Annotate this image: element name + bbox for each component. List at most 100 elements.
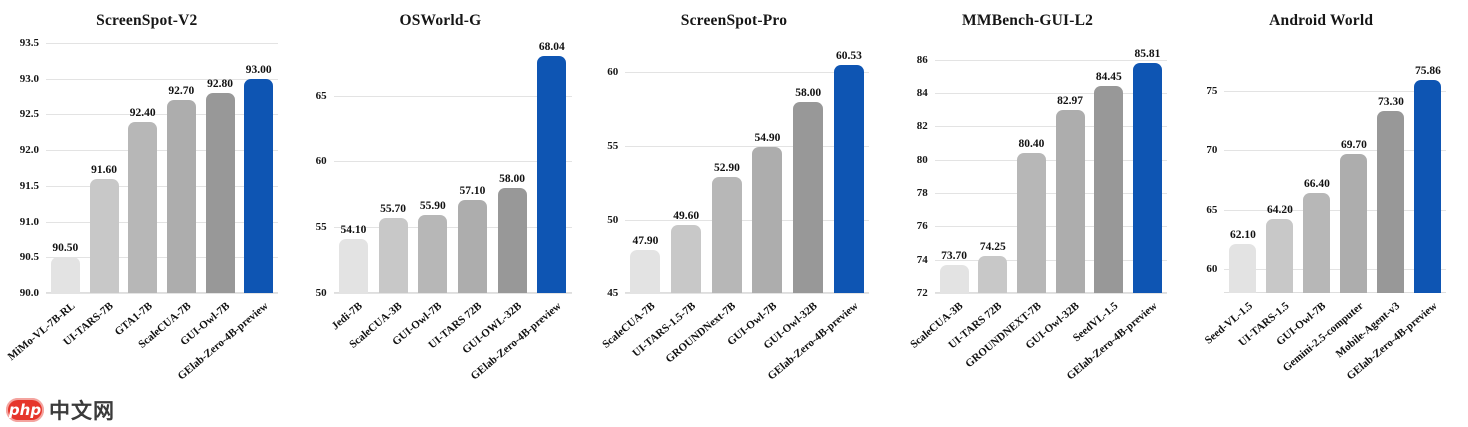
gridline bbox=[46, 221, 278, 223]
chart-title: ScreenSpot-V2 bbox=[96, 12, 198, 29]
bar-value-label: 91.60 bbox=[91, 163, 117, 176]
y-tick-label: 55 bbox=[315, 221, 327, 234]
bar-value-label: 47.90 bbox=[632, 235, 659, 248]
bar bbox=[833, 64, 864, 293]
y-tick-label: 92.0 bbox=[19, 144, 39, 157]
chart-screenspot-pro: ScreenSpot-Pro 45 50 55 60 47.90 ScaleCUA-7B 4… bbox=[587, 0, 881, 427]
category-label-text: Jedi-7B bbox=[329, 300, 366, 333]
y-tick-label: 90.0 bbox=[19, 287, 39, 299]
y-tick-label: 55 bbox=[607, 139, 619, 152]
bar-value-label: 73.70 bbox=[941, 249, 968, 262]
bar bbox=[978, 255, 1008, 293]
category-label-text: GROUNDNext-7B bbox=[663, 300, 739, 366]
y-tick-label: 93.0 bbox=[19, 72, 39, 85]
plot-area: 60 65 70 75 62.10 Seed-VL-1.5 64.20 UI-TARS-1.5… bbox=[1202, 43, 1447, 382]
bar bbox=[752, 147, 783, 293]
gridline bbox=[934, 59, 1167, 61]
y-tick-label: 74 bbox=[916, 253, 928, 266]
y-tick-label: 93.5 bbox=[19, 37, 39, 49]
chart-screenspot-v2: ScreenSpot-V2 90.0 90.5 91.0 91.5 92.0 92.5 93… bbox=[0, 0, 294, 427]
y-tick-label: 70 bbox=[1206, 144, 1218, 157]
bar bbox=[630, 250, 661, 293]
bar bbox=[244, 78, 274, 293]
chart-mmbench-gui-l2: MMBench-GUI-L2 72 74 76 78 80 82 84 86 73.70 Scal… bbox=[881, 0, 1175, 427]
bar-value-label: 73.30 bbox=[1377, 95, 1404, 108]
y-tick-label: 86 bbox=[916, 53, 928, 66]
bar bbox=[711, 176, 742, 293]
gridline bbox=[934, 293, 1167, 294]
category-label-text: Mobile-Agent-v3 bbox=[1334, 300, 1403, 361]
bar-value-label: 80.40 bbox=[1018, 138, 1045, 150]
bar bbox=[939, 264, 969, 293]
bar-value-label: 68.04 bbox=[538, 40, 565, 53]
bar bbox=[89, 178, 119, 293]
watermark-site-text: 中文网 bbox=[49, 399, 115, 423]
x-axis-baseline bbox=[934, 292, 1167, 293]
bar-value-label: 84.45 bbox=[1095, 70, 1122, 83]
bar bbox=[497, 187, 527, 293]
x-axis-baseline bbox=[333, 292, 572, 293]
bar bbox=[457, 199, 487, 293]
bar bbox=[1414, 80, 1442, 293]
bar bbox=[1340, 153, 1368, 293]
gridline bbox=[1224, 269, 1447, 271]
bar-value-label: 55.70 bbox=[380, 203, 407, 215]
category-label-text: MiMo-VL-7B-RL bbox=[5, 300, 78, 364]
bar-value-label: 57.10 bbox=[459, 184, 486, 197]
chart-title: OSWorld-G bbox=[399, 12, 482, 29]
bar bbox=[205, 93, 235, 293]
y-tick-label: 91.5 bbox=[19, 179, 39, 192]
x-axis-baseline bbox=[46, 292, 278, 293]
y-tick-label: 60 bbox=[1206, 263, 1218, 276]
bar-value-label: 85.81 bbox=[1134, 47, 1161, 60]
gridline bbox=[46, 185, 278, 187]
bar bbox=[166, 100, 196, 293]
bar bbox=[50, 257, 80, 293]
php-logo-text: php bbox=[8, 400, 42, 419]
gridline bbox=[1224, 150, 1447, 152]
bar-value-label: 90.50 bbox=[52, 242, 79, 255]
gridline bbox=[934, 193, 1167, 194]
bar-value-label: 82.97 bbox=[1057, 95, 1084, 108]
plot-area: 90.0 90.5 91.0 91.5 92.0 92.5 93.0 93.5 90.50 MiM… bbox=[5, 37, 278, 382]
gridline bbox=[46, 150, 278, 152]
gridline bbox=[934, 93, 1167, 94]
y-tick-label: 84 bbox=[916, 87, 928, 99]
chart-title: Android World bbox=[1269, 12, 1374, 29]
bar-value-label: 92.40 bbox=[129, 106, 156, 119]
chart-title: ScreenSpot-Pro bbox=[680, 12, 788, 29]
plot-area: 45 50 55 60 47.90 ScaleCUA-7B 49.60 UI-TARS-1.5… bbox=[600, 43, 870, 382]
bar bbox=[1229, 244, 1257, 293]
bar bbox=[128, 121, 158, 293]
bar bbox=[378, 218, 408, 293]
y-tick-label: 50 bbox=[607, 213, 619, 226]
y-tick-label: 45 bbox=[607, 287, 619, 299]
y-tick-label: 82 bbox=[916, 120, 928, 133]
chart-title: MMBench-GUI-L2 bbox=[962, 12, 1094, 29]
bar bbox=[418, 215, 448, 293]
y-tick-label: 65 bbox=[1206, 203, 1218, 216]
bar bbox=[1266, 219, 1294, 293]
bar bbox=[1303, 193, 1331, 293]
bar bbox=[1377, 110, 1405, 293]
y-tick-label: 60 bbox=[315, 155, 327, 168]
php-cn-watermark: php 中文网 bbox=[6, 395, 115, 425]
bar bbox=[1132, 62, 1162, 293]
y-tick-label: 78 bbox=[916, 187, 928, 199]
gridline bbox=[1224, 90, 1447, 92]
bar-value-label: 92.80 bbox=[207, 78, 233, 90]
bar bbox=[671, 225, 702, 293]
bar-value-label: 54.10 bbox=[340, 224, 367, 237]
bar-value-label: 58.00 bbox=[795, 86, 822, 99]
bar-value-label: 74.25 bbox=[979, 240, 1006, 253]
gridline bbox=[46, 114, 278, 116]
bar bbox=[1016, 153, 1046, 293]
bar-value-label: 93.00 bbox=[245, 63, 272, 76]
bar-value-label: 92.70 bbox=[168, 85, 195, 98]
y-tick-label: 72 bbox=[916, 287, 928, 299]
gridline bbox=[333, 293, 572, 294]
gridline bbox=[625, 219, 870, 221]
bar bbox=[537, 55, 567, 293]
bar-value-label: 60.53 bbox=[835, 49, 862, 62]
